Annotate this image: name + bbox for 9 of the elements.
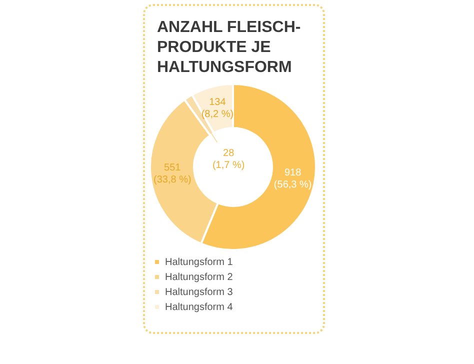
data-label: 134 (8,2 %) [201,96,234,120]
data-label: 918 (56,3 %) [274,168,312,191]
data-label: 28 (1,7 %) [212,148,245,172]
chart-title: ANZAHL FLEISCH-PRODUKTE JE HALTUNGSFORM [157,18,302,78]
data-label: 551 (33,8 %) [153,162,192,186]
legend-label: Haltungsform 1 [165,256,234,268]
legend-label: Haltungsform 4 [165,302,234,313]
legend-label: Haltungsform 2 [165,272,234,283]
legend-label: Haltungsform 3 [165,286,234,298]
